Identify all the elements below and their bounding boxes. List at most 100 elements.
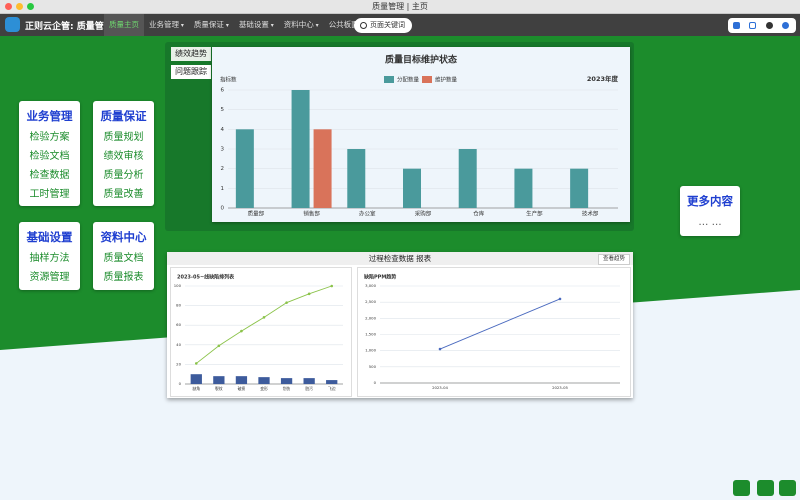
x-tick-label: 办公室 xyxy=(359,210,376,218)
menu-item[interactable]: 质量保证 xyxy=(189,14,234,36)
menu-item[interactable]: 质量主页 xyxy=(104,14,144,36)
point xyxy=(217,344,221,348)
x-tick-label: 仓库 xyxy=(473,210,485,218)
card-link[interactable]: 质量改善 xyxy=(103,189,144,200)
legend-swatch xyxy=(422,76,432,83)
trend-button[interactable]: 查看趋势 xyxy=(597,254,630,265)
y-tick-label: 1,500 xyxy=(365,332,376,337)
line-chart: 缺陷PPM趋势 0 500 1,000 1,500 2,000 2,500 3,000 2023… xyxy=(357,267,631,397)
y-tick-label: 40 xyxy=(176,342,181,347)
y-tick-label: 20 xyxy=(176,361,181,366)
point xyxy=(262,316,266,319)
point xyxy=(438,347,442,351)
card-link[interactable]: 工时管理 xyxy=(29,189,70,200)
x-tick-label: 采购部 xyxy=(415,210,432,218)
y-tick-label: 0 xyxy=(179,381,182,386)
annotation: 2023年度 xyxy=(587,74,619,83)
thumb-button[interactable] xyxy=(733,480,750,496)
line xyxy=(439,298,561,350)
y-tick-label: 80 xyxy=(176,303,181,308)
x-tick-label: 脏污 xyxy=(305,386,313,391)
x-tick-label: 技术部 xyxy=(582,210,599,218)
legend-label: 分配数量 xyxy=(397,76,420,84)
bar xyxy=(303,378,315,384)
bar xyxy=(235,376,248,384)
bar xyxy=(347,149,366,208)
tab[interactable]: 问题跟踪 xyxy=(171,65,211,79)
y-axis-label: 指标数 xyxy=(220,76,237,84)
card-link[interactable]: 检验方案 xyxy=(29,132,70,143)
bar-chart: 质量目标维护状态 0 1 2 3 4 5 6 质量部 销售部 办公室 采购部 仓库 生产部 技术部 指标数 20… xyxy=(212,47,630,222)
y-tick-label: 1,000 xyxy=(365,348,376,353)
card-link[interactable]: 检查数据 xyxy=(29,170,70,181)
card-text: … … xyxy=(698,217,722,228)
menu-item[interactable]: 公共板面 xyxy=(324,14,369,36)
nav-bar: 正则云企管: 质量管理 质量主页 业务管理 质量保证 基础设置 资料中心 公共板… xyxy=(0,14,800,36)
theme-icon[interactable] xyxy=(766,22,773,29)
menu-item[interactable]: 资料中心 xyxy=(279,14,324,36)
point xyxy=(307,292,311,296)
y-tick-label: 2,500 xyxy=(365,299,376,304)
window-title: 质量管理 | 主页 xyxy=(372,2,428,11)
card-link[interactable]: 资源管理 xyxy=(29,272,70,283)
chart-title: 缺陷PPM趋势 xyxy=(363,274,396,281)
x-tick-label: 飞边 xyxy=(328,386,336,391)
legend-swatch xyxy=(384,76,394,83)
y-tick-label: 5 xyxy=(221,107,225,113)
search-box[interactable]: 页面关键词 xyxy=(354,18,412,33)
x-tick-label: 2023-05 xyxy=(552,385,568,390)
card-link[interactable]: 抽样方法 xyxy=(29,253,70,264)
menu-card: 质量保证 质量规划 绩效审核 质量分析 质量改善 xyxy=(93,101,154,206)
menu-card: 基础设置 抽样方法 资源管理 xyxy=(19,222,80,290)
menu: 质量主页 业务管理 质量保证 基础设置 资料中心 公共板面 xyxy=(104,14,369,36)
point xyxy=(558,297,562,301)
y-tick-label: 2 xyxy=(221,166,225,172)
toolbar xyxy=(728,18,796,33)
bar xyxy=(326,380,338,384)
card-link[interactable]: 质量规划 xyxy=(103,132,144,143)
zoom-button[interactable] xyxy=(27,3,34,10)
card-title: 资料中心 xyxy=(100,230,147,244)
y-tick-label: 0 xyxy=(221,206,225,212)
brand[interactable]: 正则云企管: 质量管理 xyxy=(25,22,113,32)
menu-card: 业务管理 检验方案 检验文档 检查数据 工时管理 xyxy=(19,101,80,206)
list-icon[interactable] xyxy=(733,22,740,29)
minimize-button[interactable] xyxy=(16,3,23,10)
pareto-chart: 2023-05~线缺陷排列表 0 20 40 60 80 100 缺角 裂纹 破损 变形 划伤 脏污 飞边 xyxy=(170,267,352,397)
link-button[interactable] xyxy=(779,480,796,496)
y-tick-label: 3 xyxy=(221,147,225,153)
card-title: 质量保证 xyxy=(100,109,147,123)
x-tick-label: 破损 xyxy=(238,386,246,391)
tab[interactable]: 绩效趋势 xyxy=(171,47,211,61)
logo[interactable] xyxy=(5,17,20,32)
y-tick-label: 100 xyxy=(174,283,182,288)
card-link[interactable]: 绩效审核 xyxy=(103,151,144,162)
card-link[interactable]: 质量文档 xyxy=(103,253,144,264)
x-tick-label: 缺角 xyxy=(192,386,200,391)
y-tick-label: 60 xyxy=(176,322,181,327)
card-link[interactable]: 检验文档 xyxy=(29,151,70,162)
menu-item[interactable]: 业务管理 xyxy=(144,14,189,36)
chart-title: 质量目标维护状态 xyxy=(385,54,457,66)
point xyxy=(285,301,288,304)
menu-item[interactable]: 基础设置 xyxy=(234,14,279,36)
bar xyxy=(213,376,225,384)
view-button[interactable] xyxy=(757,480,774,496)
card-link[interactable]: 质量分析 xyxy=(103,170,144,181)
y-tick-label: 1 xyxy=(221,186,225,192)
y-tick-label: 6 xyxy=(221,88,225,94)
fullscreen-icon[interactable] xyxy=(749,22,756,29)
x-tick-label: 划伤 xyxy=(283,386,291,391)
close-button[interactable] xyxy=(5,3,12,10)
bar xyxy=(458,149,477,208)
bar xyxy=(190,374,202,384)
y-tick-label: 4 xyxy=(221,127,225,133)
card-title[interactable]: 更多内容 xyxy=(687,194,733,208)
bar xyxy=(570,168,589,208)
chart-title: 2023-05~线缺陷排列表 xyxy=(177,274,235,281)
user-icon[interactable] xyxy=(782,22,789,29)
card-link[interactable]: 质量报表 xyxy=(103,272,144,283)
point xyxy=(330,284,334,288)
bar xyxy=(313,129,332,208)
menu-card: 资料中心 质量文档 质量报表 xyxy=(93,222,154,290)
